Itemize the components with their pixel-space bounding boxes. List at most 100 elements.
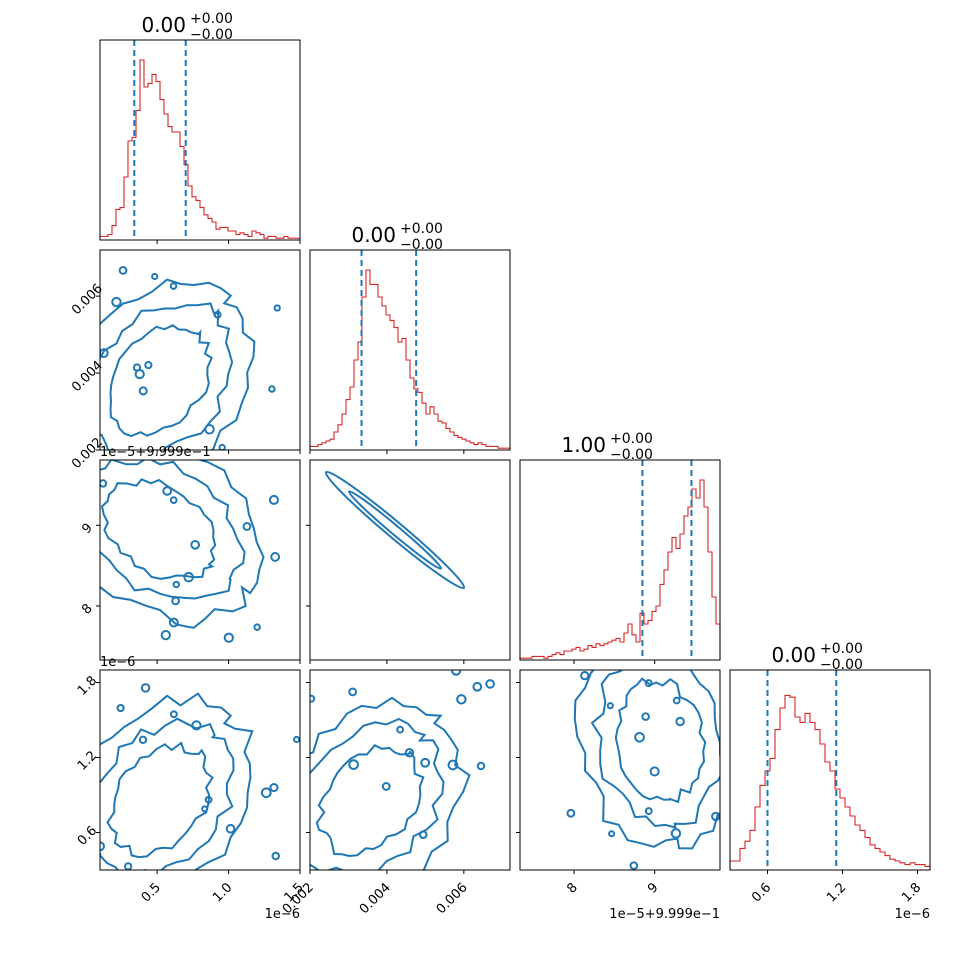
y-offset-2: 1e−5+9.999e−1 bbox=[100, 445, 211, 460]
contour-island bbox=[456, 694, 467, 705]
contour-island bbox=[169, 710, 178, 719]
contour-frame-3-0 bbox=[99, 669, 301, 871]
contours-3-1 bbox=[310, 670, 495, 870]
contour-island bbox=[472, 681, 483, 692]
contour-level-1 bbox=[100, 460, 246, 600]
contour-island bbox=[172, 580, 180, 589]
title-minus-2: −0.00 bbox=[610, 447, 653, 463]
x-offset-3: 1e−6 bbox=[895, 907, 930, 922]
contour-island bbox=[606, 702, 614, 710]
contour-island bbox=[204, 795, 213, 804]
contour-island bbox=[124, 862, 133, 870]
contour-frame-2-1 bbox=[309, 459, 511, 661]
contour-island bbox=[476, 761, 486, 771]
contour-island bbox=[418, 830, 428, 839]
contour-island bbox=[118, 266, 128, 275]
contours-2-1 bbox=[324, 470, 466, 590]
contour-level-0 bbox=[324, 470, 466, 590]
x-tick-label-0-1: 1.0 bbox=[210, 880, 235, 905]
contour-panel-2-1 bbox=[306, 459, 511, 664]
contour-island bbox=[162, 486, 173, 496]
x-offset-2: 1e−5+9.999e−1 bbox=[609, 907, 720, 922]
title-plus-0: +0.00 bbox=[190, 11, 233, 27]
contour-island bbox=[151, 272, 159, 281]
contour-island bbox=[675, 716, 685, 727]
contour-island bbox=[348, 759, 359, 770]
y-offset-3: 1e−6 bbox=[100, 655, 135, 670]
contour-island bbox=[634, 731, 645, 743]
x-tick-label-2-1: 9 bbox=[645, 880, 661, 896]
contour-island bbox=[404, 748, 415, 758]
histogram-0 bbox=[99, 59, 301, 240]
title-value-3: 0.00 bbox=[771, 643, 816, 667]
contour-panel-3-0 bbox=[96, 669, 301, 874]
hist-frame-2 bbox=[519, 459, 721, 661]
title-value-1: 0.00 bbox=[351, 223, 396, 247]
contour-island bbox=[566, 808, 576, 818]
contour-island bbox=[204, 424, 215, 435]
contour-island bbox=[348, 687, 358, 697]
histogram-3 bbox=[729, 694, 931, 870]
contour-island bbox=[190, 539, 201, 550]
contour-island bbox=[169, 282, 178, 290]
contour-island bbox=[134, 369, 145, 380]
title-minus-3: −0.00 bbox=[820, 657, 863, 673]
contour-level-1 bbox=[310, 717, 445, 870]
contour-island bbox=[191, 720, 202, 731]
contour-island bbox=[183, 571, 194, 583]
contour-island bbox=[268, 385, 276, 393]
contour-level-2 bbox=[106, 741, 214, 859]
contour-island bbox=[116, 703, 125, 713]
title-plus-3: +0.00 bbox=[820, 641, 863, 657]
hist-panel-3: 0.00 +0.00−0.00 bbox=[729, 641, 931, 874]
contour-island bbox=[100, 479, 108, 488]
y-tick-label-3-0: 0.6 bbox=[75, 823, 100, 848]
contour-island bbox=[100, 348, 109, 359]
contour-island bbox=[138, 735, 148, 744]
contour-island bbox=[140, 683, 151, 693]
x-tick-label-2-0: 8 bbox=[564, 880, 580, 896]
histogram-1 bbox=[309, 269, 511, 450]
title-plus-1: +0.00 bbox=[400, 221, 443, 237]
hist-frame-0 bbox=[99, 39, 301, 241]
contour-island bbox=[629, 861, 639, 870]
contour-level-0 bbox=[100, 460, 265, 629]
contour-level-2 bbox=[315, 744, 425, 858]
contours-3-0 bbox=[100, 683, 300, 870]
y-tick-label-3-1: 1.2 bbox=[75, 748, 100, 773]
contour-island bbox=[271, 851, 280, 861]
contour-island bbox=[485, 679, 495, 689]
title-minus-0: −0.00 bbox=[190, 27, 233, 43]
contour-frame-1-0 bbox=[99, 249, 301, 451]
contour-frame-2-0 bbox=[99, 459, 301, 661]
contour-panel-3-2 bbox=[516, 669, 721, 874]
contour-island bbox=[644, 807, 653, 815]
x-tick-label-0-0: 0.5 bbox=[139, 880, 164, 905]
contour-level-0 bbox=[100, 278, 256, 450]
title-value-2: 1.00 bbox=[561, 433, 606, 457]
contour-level-2 bbox=[614, 677, 707, 804]
contour-island bbox=[111, 296, 122, 308]
contour-island bbox=[451, 670, 461, 676]
contour-island bbox=[218, 443, 226, 450]
contour-island bbox=[201, 805, 209, 813]
contour-island bbox=[580, 671, 590, 681]
x-tick-label-3-0: 0.6 bbox=[749, 880, 774, 905]
contour-panel-2-0 bbox=[96, 459, 301, 664]
contour-island bbox=[269, 783, 279, 793]
hist-panel-0: 0.00 +0.00−0.00 bbox=[99, 11, 301, 244]
hist-frame-3 bbox=[729, 669, 931, 871]
contour-island bbox=[672, 696, 681, 705]
x-tick-label-1-2: 0.006 bbox=[434, 880, 471, 917]
contour-frame-3-1 bbox=[309, 669, 511, 871]
contour-level-2 bbox=[100, 478, 217, 580]
contours-1-0 bbox=[100, 266, 281, 450]
hist-frame-1 bbox=[309, 249, 511, 451]
contour-level-0 bbox=[100, 692, 254, 870]
contour-island bbox=[608, 830, 616, 838]
contour-island bbox=[144, 361, 153, 370]
contour-island bbox=[310, 694, 316, 703]
x-tick-label-3-2: 1.8 bbox=[899, 880, 924, 905]
contour-level-2 bbox=[109, 324, 213, 438]
